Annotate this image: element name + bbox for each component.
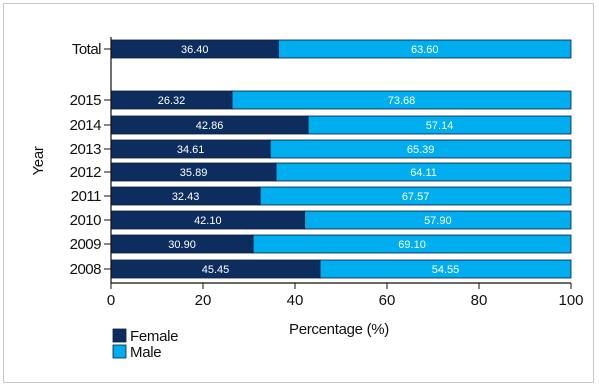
bar-male-2008 xyxy=(319,259,572,279)
category-label-2009: 2009 xyxy=(70,236,102,253)
data-label-female-2014: 42.86 xyxy=(196,120,224,132)
bar-male-2010 xyxy=(304,210,572,230)
category-label-2012: 2012 xyxy=(70,164,102,181)
data-label-male-2011: 67.57 xyxy=(402,191,430,203)
data-label-male-2012: 64.11 xyxy=(410,167,437,179)
data-label-male-2014: 57.14 xyxy=(426,120,454,132)
data-label-female-2008: 45.45 xyxy=(202,264,230,276)
bar-male-2013 xyxy=(269,139,572,159)
data-label-male-2013: 65.39 xyxy=(407,144,435,156)
category-label-2010: 2010 xyxy=(70,212,102,229)
data-label-female-2013: 34.61 xyxy=(177,144,205,156)
category-label-2011: 2011 xyxy=(71,188,101,205)
legend-swatch-male xyxy=(112,344,127,359)
category-label-2008: 2008 xyxy=(70,261,102,278)
x-axis-title: Percentage (%) xyxy=(289,321,389,338)
data-label-male-2015: 73.68 xyxy=(388,95,416,107)
bar-male-2012 xyxy=(275,162,572,182)
category-label-2013: 2013 xyxy=(70,141,102,158)
data-label-female-total: 36.40 xyxy=(181,44,209,56)
data-label-male-2009: 69.10 xyxy=(398,239,426,251)
data-label-female-2011: 32.43 xyxy=(172,191,200,203)
bar-male-2011 xyxy=(259,186,572,206)
bar-male-2014 xyxy=(307,115,572,135)
data-label-male-2008: 54.55 xyxy=(432,264,460,276)
data-label-male-total: 63.60 xyxy=(411,44,439,56)
x-tick-label-80: 80 xyxy=(471,292,488,309)
category-label-2014: 2014 xyxy=(70,117,102,134)
x-tick-label-60: 60 xyxy=(379,292,396,309)
data-label-female-2012: 35.89 xyxy=(180,167,208,179)
bar-male-total xyxy=(278,39,572,59)
category-label-2015: 2015 xyxy=(70,92,102,109)
bar-male-2015 xyxy=(231,90,572,110)
bar-male-2009 xyxy=(252,234,572,254)
y-axis-title: Year xyxy=(30,146,47,175)
legend-label-male: Male xyxy=(130,344,161,361)
data-label-female-2009: 30.90 xyxy=(168,239,196,251)
data-label-female-2010: 42.10 xyxy=(194,215,222,227)
category-label-total: Total xyxy=(72,41,101,58)
data-label-female-2015: 26.32 xyxy=(158,95,186,107)
bars-layer: 36.40 63.60 26.32 73.68 42.86 57.14 34.61 65.39… xyxy=(110,39,572,279)
x-tick-label-0: 0 xyxy=(107,292,115,309)
legend-swatch-female xyxy=(112,328,127,343)
x-tick-label-100: 100 xyxy=(558,292,583,309)
x-tick-label-20: 20 xyxy=(195,292,212,309)
data-label-male-2010: 57.90 xyxy=(424,215,452,227)
legend-label-female: Female xyxy=(130,328,178,345)
x-tick-label-40: 40 xyxy=(287,292,304,309)
